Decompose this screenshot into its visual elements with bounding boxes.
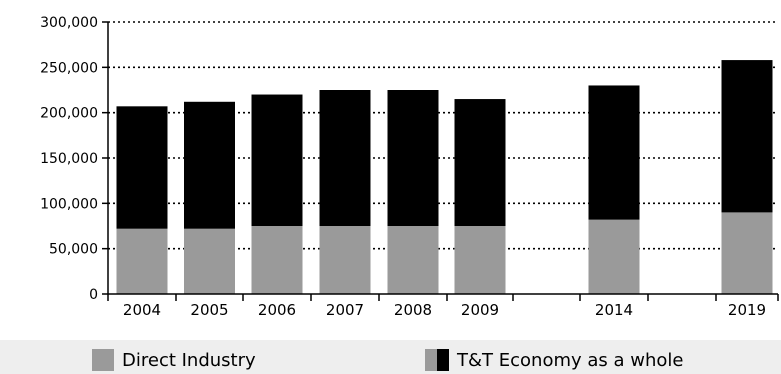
bar-direct-industry-2004 bbox=[116, 228, 168, 294]
legend-item-tt-economy: T&T Economy as a whole bbox=[425, 349, 683, 371]
x-tick-label: 2019 bbox=[728, 301, 766, 319]
x-tick-label: 2008 bbox=[394, 301, 432, 319]
bar-tt-economy-2007 bbox=[319, 90, 371, 226]
y-tick-label: 0 bbox=[89, 287, 98, 303]
legend-swatch-direct-industry bbox=[92, 349, 114, 371]
legend-item-direct-industry: Direct Industry bbox=[92, 349, 256, 371]
y-tick-label: 200,000 bbox=[40, 106, 98, 122]
bar-tt-economy-2005 bbox=[184, 101, 235, 229]
stacked-bar-chart: 0 50,000 100,000 150,000 200,000 250,000 300,0… bbox=[40, 15, 779, 319]
x-tick-label: 2014 bbox=[595, 301, 633, 319]
legend-label-tt-economy: T&T Economy as a whole bbox=[457, 349, 684, 371]
legend-label-direct-industry: Direct Industry bbox=[122, 349, 256, 371]
bars bbox=[116, 60, 773, 294]
x-tick-label: 2004 bbox=[123, 301, 161, 319]
bar-tt-economy-2006 bbox=[251, 94, 303, 227]
x-axis: 2004 2005 2006 2007 2008 2009 2014 2019 bbox=[107, 293, 779, 319]
y-tick-label: 50,000 bbox=[49, 242, 98, 258]
x-tick-label: 2009 bbox=[461, 301, 499, 319]
y-tick-label: 100,000 bbox=[40, 196, 98, 212]
bar-tt-economy-2009 bbox=[454, 99, 506, 226]
bar-direct-industry-2009 bbox=[454, 226, 506, 294]
x-tick-label: 2005 bbox=[190, 301, 228, 319]
bar-direct-industry-2008 bbox=[387, 226, 439, 294]
y-tick-label: 250,000 bbox=[40, 60, 98, 76]
bar-tt-economy-2008 bbox=[387, 90, 439, 226]
y-tick-label: 150,000 bbox=[40, 151, 98, 167]
bar-tt-economy-2004 bbox=[116, 106, 168, 229]
bar-direct-industry-2007 bbox=[319, 226, 371, 294]
bar-direct-industry-2006 bbox=[251, 226, 303, 294]
bar-direct-industry-2019 bbox=[721, 212, 773, 294]
legend-band bbox=[0, 340, 781, 374]
bar-tt-economy-2014 bbox=[588, 85, 640, 220]
y-axis: 0 50,000 100,000 150,000 200,000 250,000 300,0… bbox=[40, 15, 109, 303]
y-tick-label: 300,000 bbox=[40, 15, 98, 31]
x-tick-label: 2006 bbox=[258, 301, 296, 319]
bar-direct-industry-2014 bbox=[588, 219, 640, 294]
legend-swatch-tt-economy bbox=[425, 349, 449, 371]
x-tick-label: 2007 bbox=[326, 301, 364, 319]
bar-tt-economy-2019 bbox=[721, 60, 773, 213]
bar-direct-industry-2005 bbox=[184, 228, 235, 294]
